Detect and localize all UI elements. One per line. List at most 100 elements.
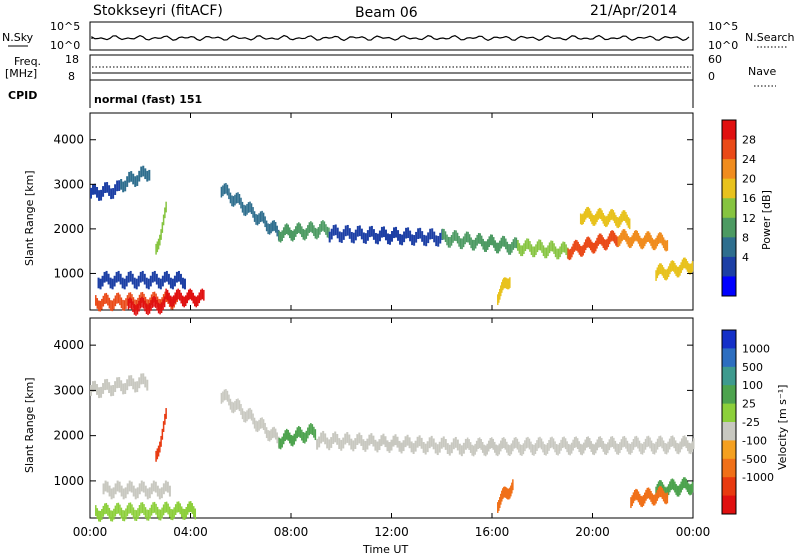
heatmap-cell	[267, 430, 269, 441]
heatmap-cell	[607, 213, 610, 225]
heatmap-cell	[140, 502, 142, 514]
heatmap-cell	[511, 242, 513, 253]
heatmap-cell	[565, 244, 567, 256]
heatmap-cell	[650, 440, 653, 452]
heatmap-cell	[626, 440, 629, 452]
heatmap-cell	[649, 232, 651, 244]
heatmap-cell	[156, 485, 159, 497]
heatmap-cell	[104, 293, 106, 305]
heatmap-cell	[100, 189, 103, 201]
heatmap-cell	[128, 502, 130, 514]
heatmap-cell	[322, 220, 324, 231]
heatmap-cell	[153, 296, 155, 307]
heatmap-cell	[320, 432, 323, 444]
heatmap-cell	[659, 263, 661, 274]
heatmap-cell	[480, 438, 482, 450]
heatmap-cell	[526, 238, 528, 250]
heatmap-cell	[175, 271, 178, 283]
heatmap-cell	[157, 302, 160, 314]
heatmap-cell	[506, 441, 508, 453]
heatmap-cell	[142, 297, 145, 309]
heatmap-cell	[462, 236, 465, 248]
heatmap-cell	[583, 242, 586, 253]
heatmap-cell	[142, 165, 145, 177]
heatmap-cell	[418, 435, 421, 447]
heatmap-cell	[514, 237, 516, 248]
heatmap-cell	[112, 487, 115, 499]
heatmap-cell	[612, 210, 615, 221]
heatmap-cell	[691, 481, 694, 493]
heatmap-cell	[122, 488, 125, 500]
heatmap-cell	[554, 441, 556, 453]
heatmap-cell	[689, 484, 691, 496]
heatmap-cell	[295, 430, 297, 442]
heatmap-cell	[102, 186, 105, 197]
heatmap-cell	[314, 429, 317, 441]
heatmap-cell	[645, 489, 647, 501]
heatmap-cell	[192, 292, 195, 304]
heatmap-cell	[282, 227, 285, 238]
heatmap-cell	[688, 442, 690, 454]
heatmap-cell	[634, 436, 636, 448]
heatmap-cell	[686, 481, 689, 493]
freq-tick-top: 18	[65, 53, 79, 66]
heatmap-cell	[160, 229, 162, 240]
colorbar-frame	[721, 119, 737, 297]
heatmap-cell	[380, 435, 383, 447]
heatmap-cell	[481, 442, 484, 453]
heatmap-cell	[178, 289, 181, 301]
heatmap-cell	[144, 507, 147, 519]
heatmap-cell	[167, 273, 170, 285]
heatmap-cell	[149, 507, 151, 519]
heatmap-cell	[427, 232, 430, 244]
heatmap-cell	[517, 239, 519, 251]
colorbar-swatch	[722, 139, 736, 160]
heatmap-cell	[127, 271, 130, 283]
heatmap-cell	[659, 486, 661, 497]
heatmap-cell	[573, 241, 576, 252]
heatmap-cell	[590, 441, 592, 452]
heatmap-cell	[116, 180, 119, 192]
heatmap-cell	[194, 508, 197, 520]
heatmap-cell	[484, 445, 487, 457]
heatmap-cell	[96, 384, 99, 395]
heatmap-cell	[150, 300, 152, 311]
heatmap-cell	[453, 230, 456, 241]
heatmap-cell	[112, 385, 115, 396]
heatmap-cell	[560, 243, 563, 255]
heatmap-cell	[410, 441, 413, 453]
heatmap-cell	[129, 297, 131, 309]
heatmap-cell	[116, 480, 119, 492]
heatmap-cell	[140, 480, 143, 492]
heatmap-cell	[503, 486, 505, 498]
heatmap-cell	[116, 293, 118, 304]
heatmap-cell	[630, 237, 632, 248]
colorbar-tick-label: -1000	[742, 471, 774, 484]
heatmap-cell	[90, 187, 93, 199]
heatmap-cell	[563, 436, 565, 448]
heatmap-cell	[111, 278, 114, 290]
heatmap-cell	[654, 239, 656, 251]
heatmap-cell	[247, 202, 250, 213]
heatmap-cell	[400, 442, 403, 454]
heatmap-cell	[657, 233, 660, 244]
heatmap-cell	[597, 209, 600, 220]
heatmap-cell	[198, 292, 201, 304]
heatmap-cell	[181, 277, 184, 289]
heatmap-cell	[113, 508, 115, 520]
heatmap-cell	[158, 488, 161, 500]
heatmap-cell	[502, 279, 504, 291]
heatmap-cell	[679, 264, 681, 276]
heatmap-cell	[578, 244, 581, 255]
heatmap-cell	[310, 221, 312, 232]
heatmap-cell	[510, 485, 512, 497]
heatmap-cell	[447, 236, 450, 248]
heatmap-cell	[308, 424, 311, 436]
heatmap-cell	[665, 443, 668, 455]
heatmap-cell	[326, 437, 329, 449]
colorbar-swatch	[722, 458, 736, 478]
heatmap-cell	[120, 485, 123, 497]
heatmap-cell	[502, 488, 504, 500]
heatmap-cell	[587, 436, 589, 448]
time-axis-ticks: 00:00 04:00 08:00 12:00 16:00 20:00 00:00	[73, 113, 710, 539]
